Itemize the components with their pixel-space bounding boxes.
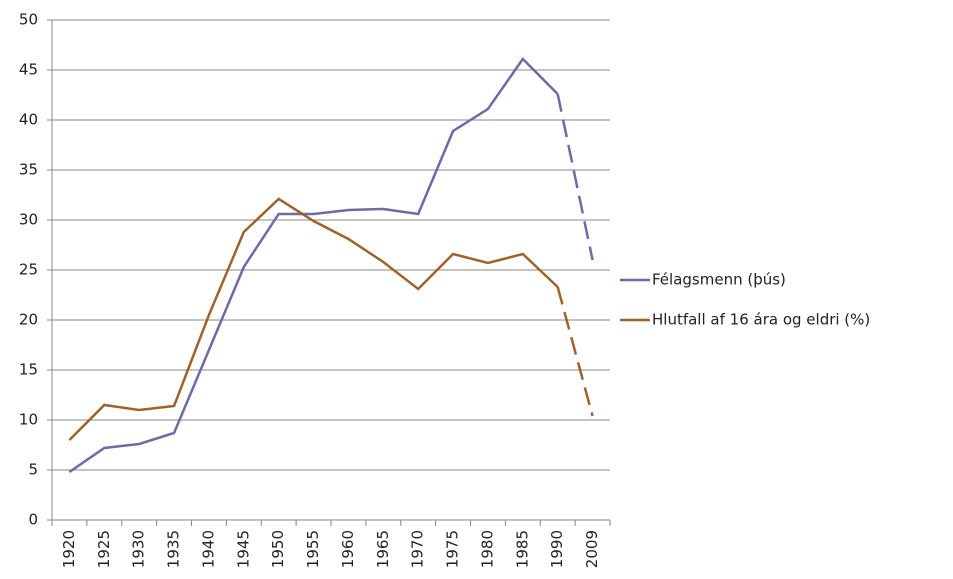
y-tick-label: 0 xyxy=(28,511,38,529)
y-tick-label: 25 xyxy=(19,261,38,279)
x-tick-label: 1935 xyxy=(165,530,183,568)
legend-label: Félagsmenn (þús) xyxy=(652,271,786,289)
x-tick-label: 1945 xyxy=(234,530,252,568)
legend-label: Hlutfall af 16 ára og eldri (%) xyxy=(652,311,870,329)
y-tick-label: 30 xyxy=(19,211,38,229)
x-tick-label: 1970 xyxy=(409,530,427,568)
y-tick-label: 40 xyxy=(19,111,38,129)
series-line-dashed xyxy=(556,286,594,417)
y-tick-label: 15 xyxy=(19,361,38,379)
x-tick-label: 1950 xyxy=(269,530,287,568)
y-tick-label: 50 xyxy=(19,11,38,29)
series-line-dashed xyxy=(556,93,594,261)
x-tick-label: 1975 xyxy=(444,530,462,568)
x-tick-label: 1925 xyxy=(95,530,113,568)
x-tick-label: 2009 xyxy=(583,530,601,568)
y-tick-label: 10 xyxy=(19,411,38,429)
x-tick-label: 1930 xyxy=(130,530,148,568)
series-line xyxy=(68,197,559,441)
x-tick-label: 1990 xyxy=(548,530,566,568)
x-tick-label: 1965 xyxy=(374,530,392,568)
x-tick-label: 1940 xyxy=(199,530,217,568)
y-tick-label: 45 xyxy=(19,61,38,79)
y-tick-label: 5 xyxy=(28,461,38,479)
y-tick-label: 35 xyxy=(19,161,38,179)
x-tick-label: 1985 xyxy=(513,530,531,568)
x-tick-label: 1980 xyxy=(478,530,496,568)
x-tick-label: 1960 xyxy=(339,530,357,568)
series-line xyxy=(68,57,559,474)
y-tick-label: 20 xyxy=(19,311,38,329)
x-tick-label: 1955 xyxy=(304,530,322,568)
x-tick-label: 1920 xyxy=(60,530,78,568)
